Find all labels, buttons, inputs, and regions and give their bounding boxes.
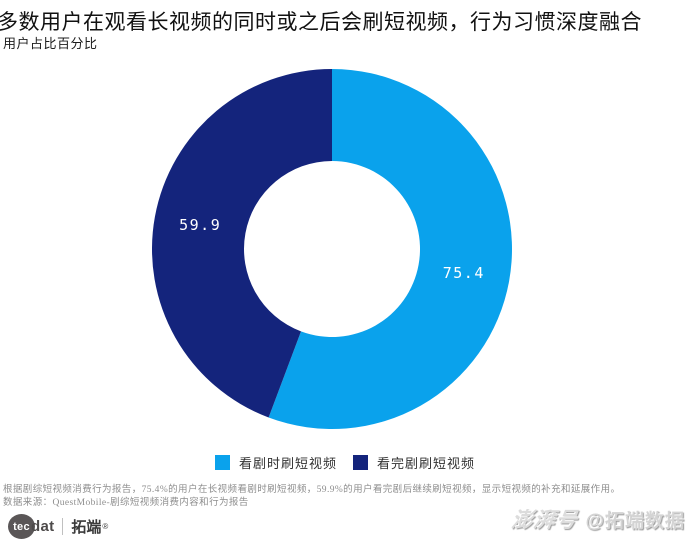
logo-divider <box>62 518 64 535</box>
registered-mark-icon: ® <box>102 522 109 531</box>
footnote-line-1: 根据剧综短视频消费行为报告，75.4%的用户在长视频看剧时刷短视频，59.9%的… <box>3 485 621 495</box>
watermark-account: @拓端数据 <box>585 511 685 532</box>
donut-slice-0[interactable] <box>268 69 512 429</box>
chart-subtitle: 用户占比百分比 <box>3 36 98 51</box>
legend-item-1[interactable]: 看完剧刷短视频 <box>353 453 475 472</box>
footnote: 根据剧综短视频消费行为报告，75.4%的用户在长视频看剧时刷短视频，59.9%的… <box>3 484 620 510</box>
bottom-bar: tec dat 拓端 ® 澎湃号 @拓端数据 <box>0 508 690 541</box>
logo-cn-text: 拓端 <box>71 519 102 536</box>
logo-circle-icon: tec <box>8 514 35 539</box>
legend: 看剧时刷短视频 看完剧刷短视频 <box>0 453 690 472</box>
watermark: 澎湃号 @拓端数据 <box>510 504 685 534</box>
page-title: 多数用户在观看长视频的同时或之后会刷短视频，行为习惯深度融合 <box>0 10 642 34</box>
legend-swatch-icon <box>214 455 230 470</box>
donut-chart: 75.4 59.9 <box>151 69 512 429</box>
legend-swatch-icon <box>353 455 368 470</box>
legend-label: 看剧时刷短视频 <box>238 456 337 471</box>
footnote-line-2: 数据来源：QuestMobile-剧综短视频消费内容和行为报告 <box>3 498 249 508</box>
legend-item-0[interactable]: 看剧时刷短视频 <box>214 453 337 472</box>
legend-label: 看完剧刷短视频 <box>377 456 476 471</box>
logo-dat-text: dat <box>31 518 55 535</box>
tecdat-logo: tec dat 拓端 ® <box>8 514 108 539</box>
slice-value-label-1: 59.9 <box>179 216 221 234</box>
watermark-platform-logo: 澎湃号 <box>510 509 580 532</box>
slice-value-label-0: 75.4 <box>443 264 485 282</box>
donut-slice-1[interactable] <box>151 69 332 418</box>
